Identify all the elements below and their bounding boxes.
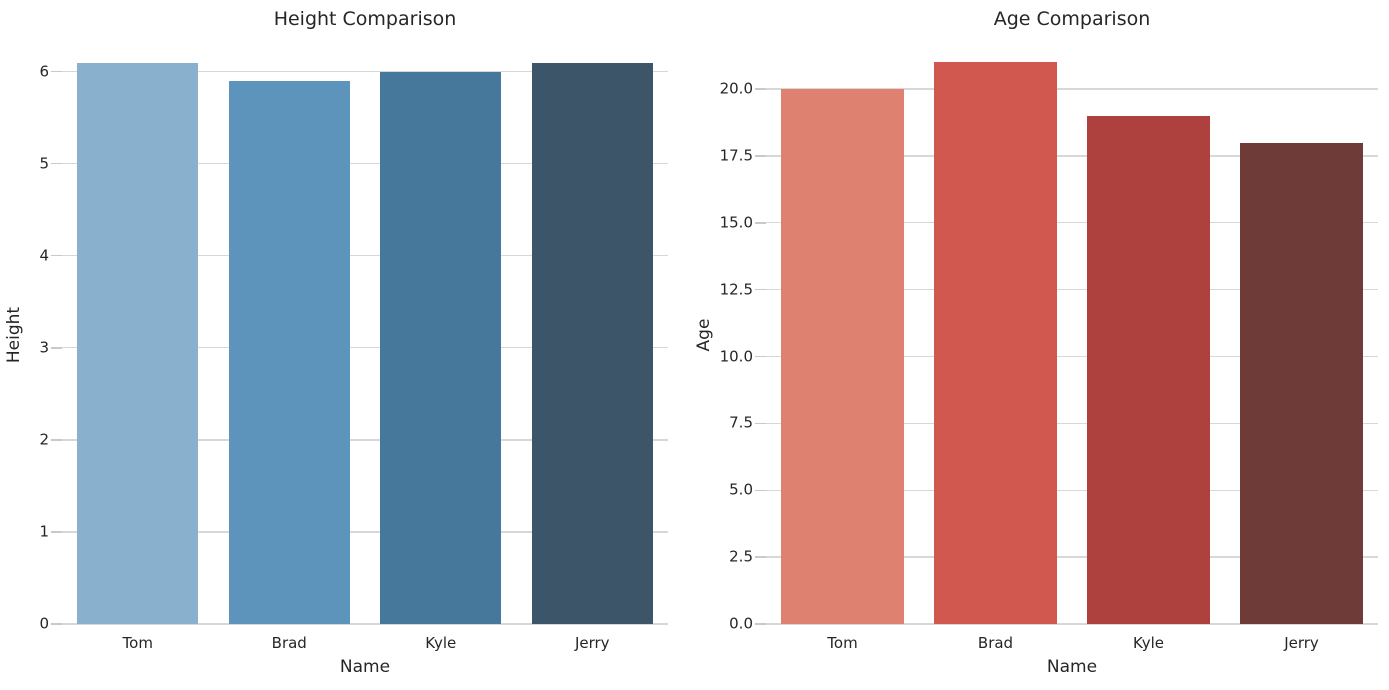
plot-area: 0.0 2.5 5.0 7.5 10.0 12.5 15.0 17.5 20.0 Tom Brad K… bbox=[720, 45, 1378, 652]
gridline bbox=[766, 556, 1378, 558]
y-tick-label: 1 bbox=[39, 522, 49, 541]
bar-kyle bbox=[380, 71, 502, 624]
y-tick bbox=[51, 347, 62, 349]
x-tick-label: Tom bbox=[827, 634, 858, 652]
chart-title: Height Comparison bbox=[273, 8, 457, 30]
gridline bbox=[62, 255, 668, 257]
x-tick-label: Jerry bbox=[574, 634, 610, 652]
gridline bbox=[766, 289, 1378, 291]
y-tick-label: 3 bbox=[39, 338, 49, 357]
gridline bbox=[62, 163, 668, 165]
y-tick-label: 5.0 bbox=[729, 480, 753, 499]
y-axis-label: Age bbox=[694, 318, 714, 351]
y-tick bbox=[51, 163, 62, 165]
plot-area: 0 1 2 3 4 5 6 Tom Brad Kyle Jerry bbox=[39, 45, 668, 652]
y-tick bbox=[755, 556, 766, 558]
gridline bbox=[62, 531, 668, 533]
y-tick bbox=[51, 439, 62, 441]
gridline bbox=[766, 489, 1378, 491]
x-tick-label: Brad bbox=[977, 634, 1014, 652]
x-tick-label: Kyle bbox=[1132, 634, 1165, 652]
y-tick bbox=[755, 623, 766, 625]
y-tick bbox=[51, 531, 62, 533]
y-tick-label: 4 bbox=[39, 246, 49, 265]
y-tick-label: 5 bbox=[39, 154, 49, 173]
x-tick-label: Kyle bbox=[425, 634, 457, 652]
y-tick-label: 12.5 bbox=[719, 280, 753, 299]
y-tick bbox=[755, 155, 766, 157]
bar-tom bbox=[781, 89, 904, 624]
height-comparison-chart: Height Comparison Height 0 1 2 3 4 5 6 Tom Brad K… bbox=[0, 0, 694, 690]
y-tick bbox=[755, 222, 766, 224]
bar-tom bbox=[77, 62, 199, 624]
y-tick-label: 10.0 bbox=[719, 347, 753, 366]
gridline bbox=[766, 355, 1378, 358]
bar-jerry bbox=[1240, 142, 1363, 624]
y-tick-label: 20.0 bbox=[719, 79, 753, 98]
bar-brad bbox=[934, 62, 1057, 624]
x-tick-label: Tom bbox=[122, 634, 153, 652]
y-tick bbox=[51, 70, 62, 73]
x-axis-label: Name bbox=[339, 657, 391, 677]
y-tick bbox=[51, 623, 62, 625]
chart-title: Age Comparison bbox=[993, 8, 1151, 30]
gridline bbox=[62, 623, 668, 625]
gridline bbox=[766, 88, 1378, 90]
bar-jerry bbox=[531, 62, 653, 624]
gridline bbox=[766, 222, 1378, 224]
y-tick-label: 17.5 bbox=[719, 146, 753, 165]
gridline bbox=[62, 347, 668, 349]
y-tick-label: 6 bbox=[39, 62, 49, 81]
y-tick bbox=[755, 355, 766, 358]
y-tick-label: 0 bbox=[39, 614, 49, 633]
gridline bbox=[766, 623, 1378, 625]
gridline bbox=[766, 155, 1378, 157]
gridline bbox=[62, 71, 668, 73]
y-tick bbox=[755, 289, 766, 291]
x-tick-label: Jerry bbox=[1284, 634, 1319, 652]
bar-kyle bbox=[1087, 115, 1210, 624]
x-axis-label: Name bbox=[1046, 657, 1098, 677]
y-tick bbox=[51, 255, 62, 257]
y-tick-label: 15.0 bbox=[719, 213, 753, 232]
gridline bbox=[62, 439, 668, 441]
y-tick bbox=[755, 88, 766, 90]
y-tick-label: 2 bbox=[39, 430, 49, 449]
x-tick-label: Brad bbox=[271, 634, 307, 652]
y-tick-label: 0.0 bbox=[729, 614, 753, 633]
y-tick-label: 7.5 bbox=[729, 413, 753, 432]
y-tick bbox=[755, 422, 766, 425]
age-comparison-chart: Age Comparison Age 0.0 2.5 5.0 7.5 10.0 12.5 1… bbox=[694, 0, 1389, 690]
y-tick bbox=[755, 489, 766, 491]
gridline bbox=[766, 422, 1378, 425]
y-tick-label: 2.5 bbox=[729, 547, 753, 566]
bar-brad bbox=[228, 80, 350, 624]
